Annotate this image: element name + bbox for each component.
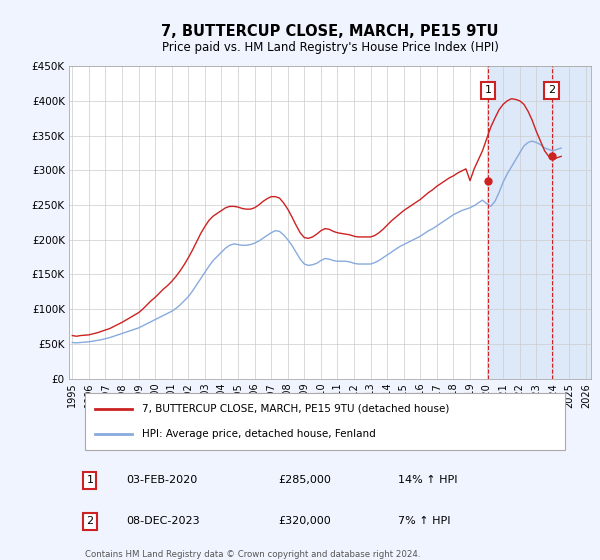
Text: Price paid vs. HM Land Registry's House Price Index (HPI): Price paid vs. HM Land Registry's House … bbox=[161, 41, 499, 54]
Text: 08-DEC-2023: 08-DEC-2023 bbox=[127, 516, 200, 526]
Text: HPI: Average price, detached house, Fenland: HPI: Average price, detached house, Fenl… bbox=[142, 429, 376, 439]
Text: 7, BUTTERCUP CLOSE, MARCH, PE15 9TU (detached house): 7, BUTTERCUP CLOSE, MARCH, PE15 9TU (det… bbox=[142, 404, 449, 414]
Text: 7, BUTTERCUP CLOSE, MARCH, PE15 9TU: 7, BUTTERCUP CLOSE, MARCH, PE15 9TU bbox=[161, 24, 499, 39]
Text: Contains HM Land Registry data © Crown copyright and database right 2024.
This d: Contains HM Land Registry data © Crown c… bbox=[85, 550, 420, 560]
Bar bbox=[488, 66, 591, 379]
Text: 2: 2 bbox=[86, 516, 94, 526]
Text: 03-FEB-2020: 03-FEB-2020 bbox=[127, 475, 197, 486]
Text: 2: 2 bbox=[548, 85, 555, 95]
Text: 7% ↑ HPI: 7% ↑ HPI bbox=[398, 516, 451, 526]
Text: £320,000: £320,000 bbox=[278, 516, 331, 526]
Text: 1: 1 bbox=[86, 475, 94, 486]
Text: 1: 1 bbox=[484, 85, 491, 95]
Text: £285,000: £285,000 bbox=[278, 475, 331, 486]
Text: 14% ↑ HPI: 14% ↑ HPI bbox=[398, 475, 457, 486]
FancyBboxPatch shape bbox=[85, 393, 565, 450]
